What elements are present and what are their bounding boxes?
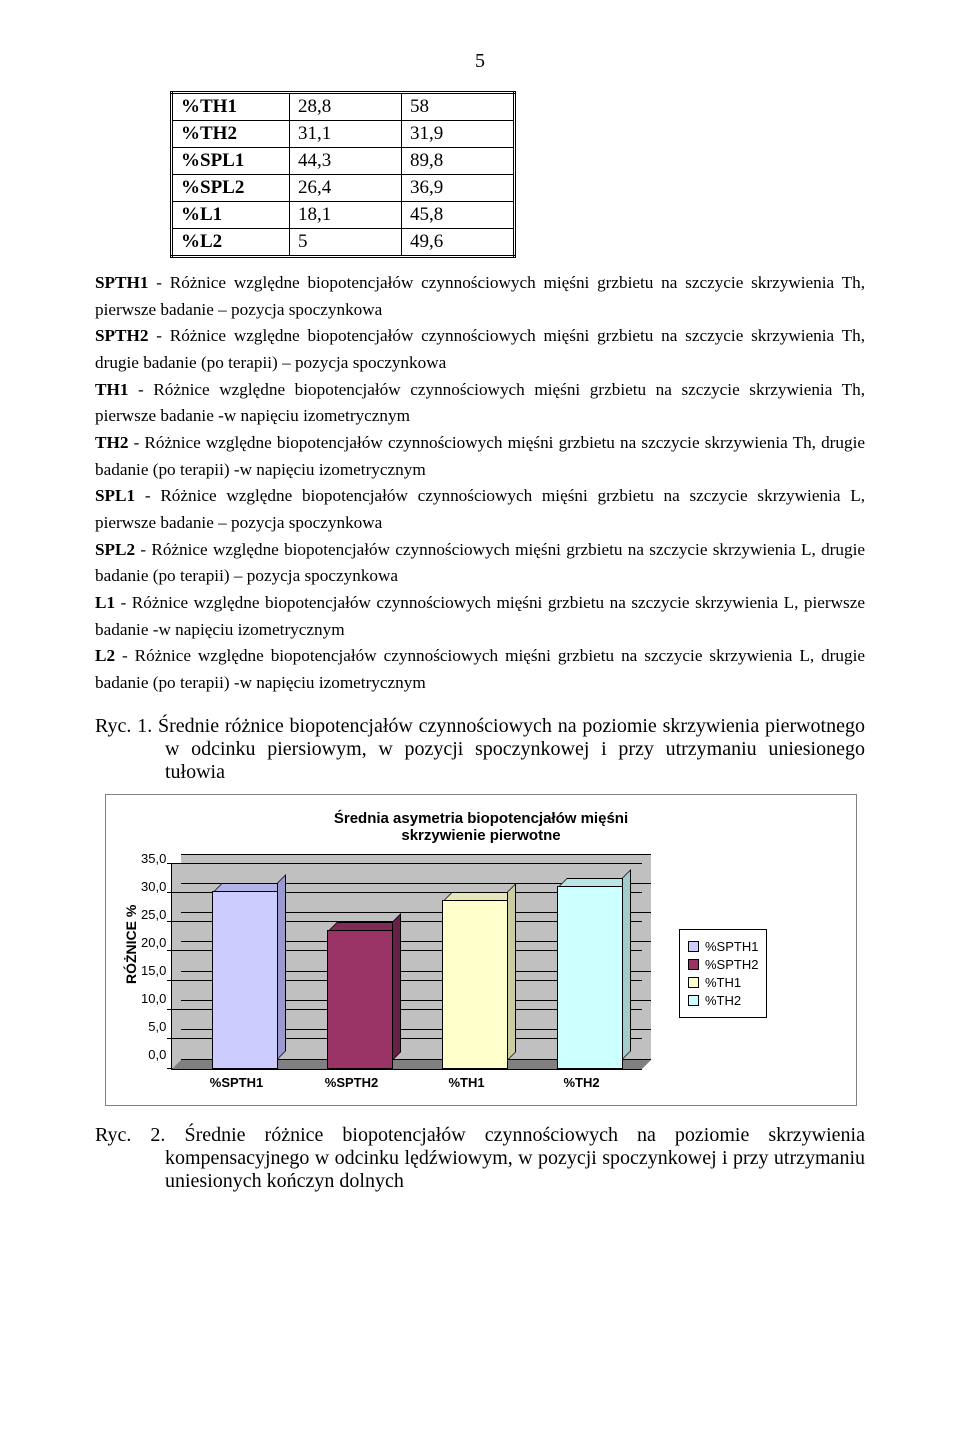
page-number: 5 — [95, 50, 865, 73]
legend-label: %TH1 — [705, 975, 741, 990]
row-v2: 49,6 — [402, 229, 515, 257]
y-tick-label: 10,0 — [141, 991, 166, 1006]
legend-swatch — [688, 995, 699, 1006]
row-v2: 36,9 — [402, 175, 515, 202]
row-v1: 26,4 — [290, 175, 402, 202]
definition-text: - Różnice względne biopotencjałów czynno… — [95, 433, 865, 479]
row-v2: 31,9 — [402, 121, 515, 148]
definition-text: - Różnice względne biopotencjałów czynno… — [95, 486, 865, 532]
chart-y-ticks: 35,0 30,0 25,0 20,0 15,0 10,0 5,0 0,0 — [141, 851, 171, 1063]
row-label: %SPL2 — [172, 175, 290, 202]
legend-swatch — [688, 977, 699, 988]
definition-text: - Różnice względne biopotencjałów czynno… — [95, 540, 865, 586]
definition-key: L1 — [95, 593, 115, 612]
row-v2: 89,8 — [402, 148, 515, 175]
data-table: %TH128,858%TH231,131,9%SPL144,389,8%SPL2… — [170, 91, 516, 258]
row-label: %L1 — [172, 202, 290, 229]
definition-text: - Różnice względne biopotencjałów czynno… — [95, 326, 865, 372]
chart-x-ticks: %SPTH1%SPTH2%TH1%TH2 — [141, 1075, 649, 1090]
definition-item: SPL1 - Różnice względne biopotencjałów c… — [95, 483, 865, 536]
y-tick-label: 30,0 — [141, 879, 166, 894]
table-row: %TH231,131,9 — [172, 121, 515, 148]
x-tick-label: %TH1 — [409, 1075, 524, 1090]
chart-plot-area — [171, 864, 642, 1070]
definition-item: SPTH2 - Różnice względne biopotencjałów … — [95, 323, 865, 376]
row-v2: 58 — [402, 93, 515, 121]
row-v2: 45,8 — [402, 202, 515, 229]
chart-title: Średnia asymetria biopotencjałów mięśni … — [121, 810, 841, 844]
chart-bar — [442, 900, 508, 1069]
definition-key: TH1 — [95, 380, 128, 399]
row-v1: 31,1 — [290, 121, 402, 148]
row-v1: 5 — [290, 229, 402, 257]
definition-key: SPTH2 — [95, 326, 148, 345]
definition-item: SPTH1 - Różnice względne biopotencjałów … — [95, 270, 865, 323]
row-label: %L2 — [172, 229, 290, 257]
chart-bar — [327, 930, 393, 1069]
row-v1: 28,8 — [290, 93, 402, 121]
document-page: 5 %TH128,858%TH231,131,9%SPL144,389,8%SP… — [0, 0, 960, 1263]
definition-item: L1 - Różnice względne biopotencjałów czy… — [95, 590, 865, 643]
definition-item: SPL2 - Różnice względne biopotencjałów c… — [95, 537, 865, 590]
chart-legend: %SPTH1 %SPTH2 %TH1 %TH2 — [679, 929, 767, 1018]
table-row: %L118,145,8 — [172, 202, 515, 229]
legend-swatch — [688, 941, 699, 952]
definition-item: TH2 - Różnice względne biopotencjałów cz… — [95, 430, 865, 483]
definitions-block: SPTH1 - Różnice względne biopotencjałów … — [95, 270, 865, 697]
definition-text: - Różnice względne biopotencjałów czynno… — [95, 273, 865, 319]
legend-swatch — [688, 959, 699, 970]
legend-item: %TH1 — [688, 975, 758, 990]
legend-item: %SPTH1 — [688, 939, 758, 954]
definition-text: - Różnice względne biopotencjałów czynno… — [95, 380, 865, 426]
row-v1: 44,3 — [290, 148, 402, 175]
x-tick-label: %TH2 — [524, 1075, 639, 1090]
row-v1: 18,1 — [290, 202, 402, 229]
chart-bar — [212, 891, 278, 1068]
definition-text: - Różnice względne biopotencjałów czynno… — [95, 646, 865, 692]
legend-label: %SPTH2 — [705, 957, 758, 972]
x-tick-label: %SPTH2 — [294, 1075, 409, 1090]
chart-container: Średnia asymetria biopotencjałów mięśni … — [105, 794, 857, 1106]
chart-y-axis-label: RÓŻNICE % — [123, 964, 139, 984]
definition-item: L2 - Różnice względne biopotencjałów czy… — [95, 643, 865, 696]
table-row: %L2549,6 — [172, 229, 515, 257]
table-row: %SPL226,436,9 — [172, 175, 515, 202]
definition-key: SPL2 — [95, 540, 135, 559]
y-tick-label: 35,0 — [141, 851, 166, 866]
definition-key: TH2 — [95, 433, 128, 452]
chart-bar — [557, 886, 623, 1068]
definition-key: SPL1 — [95, 486, 135, 505]
row-label: %SPL1 — [172, 148, 290, 175]
figure-1-caption: Ryc. 1. Średnie różnice biopotencjałów c… — [95, 715, 865, 784]
legend-label: %TH2 — [705, 993, 741, 1008]
legend-label: %SPTH1 — [705, 939, 758, 954]
y-tick-label: 0,0 — [148, 1047, 166, 1062]
figure-2-caption: Ryc. 2. Średnie różnice biopotencjałów c… — [95, 1124, 865, 1193]
definition-item: TH1 - Różnice względne biopotencjałów cz… — [95, 377, 865, 430]
legend-item: %TH2 — [688, 993, 758, 1008]
table-row: %TH128,858 — [172, 93, 515, 121]
row-label: %TH1 — [172, 93, 290, 121]
x-tick-label: %SPTH1 — [179, 1075, 294, 1090]
table-row: %SPL144,389,8 — [172, 148, 515, 175]
definition-key: L2 — [95, 646, 115, 665]
y-tick-label: 15,0 — [141, 963, 166, 978]
definition-key: SPTH1 — [95, 273, 148, 292]
y-tick-label: 5,0 — [148, 1019, 166, 1034]
legend-item: %SPTH2 — [688, 957, 758, 972]
y-tick-label: 20,0 — [141, 935, 166, 950]
row-label: %TH2 — [172, 121, 290, 148]
definition-text: - Różnice względne biopotencjałów czynno… — [95, 593, 865, 639]
y-tick-label: 25,0 — [141, 907, 166, 922]
